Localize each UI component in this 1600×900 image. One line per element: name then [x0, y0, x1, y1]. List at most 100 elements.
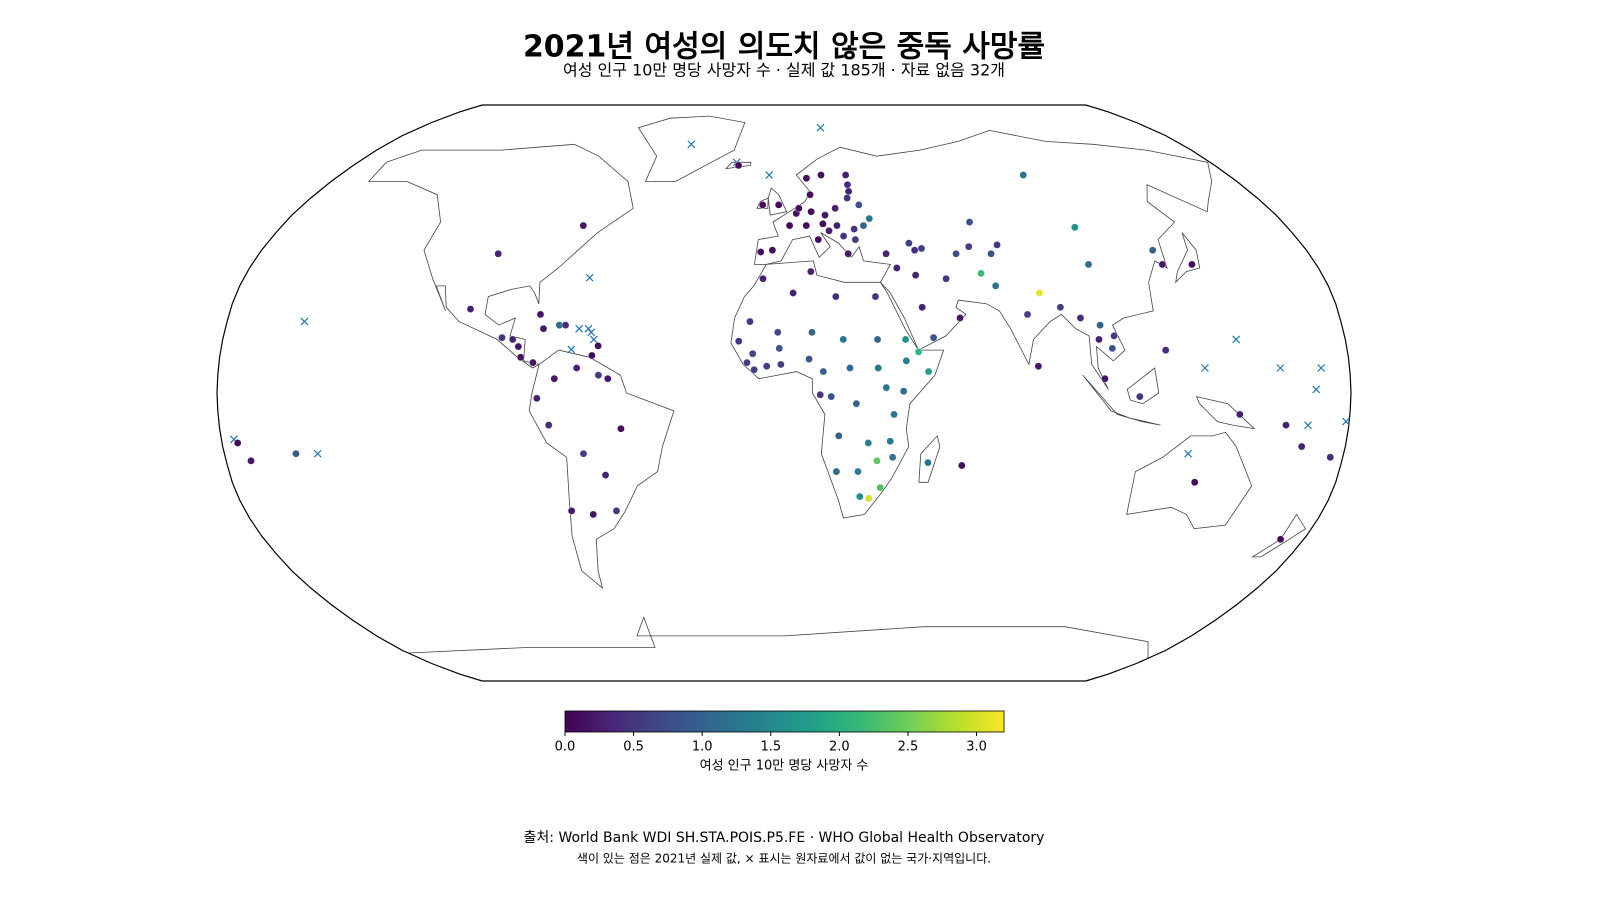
data-point	[918, 303, 926, 312]
data-point	[882, 249, 890, 258]
colorbar-tick-label: 1.0	[692, 740, 713, 755]
data-point	[516, 353, 525, 362]
coastline	[408, 616, 1149, 659]
data-point	[1188, 260, 1196, 269]
data-point	[882, 383, 891, 392]
missing-marker	[567, 345, 576, 354]
coastline	[918, 435, 941, 483]
data-point	[579, 449, 588, 458]
data-point	[1282, 421, 1290, 429]
data-point	[466, 305, 475, 313]
data-point	[734, 161, 743, 170]
data-point	[807, 267, 815, 276]
data-point	[850, 225, 858, 233]
data-point	[839, 335, 848, 344]
data-point	[498, 333, 506, 342]
data-point	[802, 221, 811, 230]
data-point	[1071, 223, 1079, 232]
data-point	[843, 180, 852, 189]
data-point	[1190, 478, 1199, 487]
missing-marker	[1276, 364, 1285, 372]
data-point	[759, 274, 767, 283]
data-point	[617, 424, 625, 433]
data-point	[905, 239, 913, 247]
data-point	[1108, 344, 1117, 353]
data-point	[924, 367, 933, 376]
data-point	[561, 321, 570, 329]
data-point	[816, 390, 825, 399]
data-point	[1096, 321, 1104, 329]
data-point	[814, 235, 823, 244]
data-point	[910, 246, 919, 255]
data-point	[888, 453, 897, 462]
data-point	[594, 371, 603, 379]
data-point	[911, 271, 920, 279]
data-point	[1095, 335, 1103, 344]
coastline	[528, 349, 675, 589]
data-point	[774, 201, 783, 209]
data-point	[839, 232, 848, 240]
data-point	[494, 249, 502, 258]
source: 출처: World Bank WDI SH.STA.POIS.P5.FE · W…	[524, 830, 1045, 846]
data-point	[802, 174, 811, 183]
data-point	[825, 227, 833, 235]
data-point	[808, 328, 816, 337]
data-point	[958, 461, 966, 470]
data-point	[917, 244, 926, 253]
data-point	[589, 510, 598, 519]
missing-marker	[1184, 449, 1193, 458]
data-point	[864, 439, 873, 447]
data-point	[833, 221, 841, 230]
data-point	[843, 194, 851, 202]
data-point	[734, 337, 743, 346]
data-point	[854, 467, 862, 476]
data-point	[859, 221, 868, 230]
missing-marker	[1317, 364, 1326, 372]
data-point	[795, 204, 803, 213]
data-point	[612, 507, 621, 515]
coastline	[1082, 374, 1161, 426]
data-point	[1326, 453, 1335, 462]
colorbar-tick-label: 3.0	[966, 740, 987, 755]
data-point	[902, 357, 911, 365]
data-point	[539, 324, 548, 333]
coastline	[753, 129, 1213, 390]
data-point	[579, 221, 588, 230]
data-point	[1034, 362, 1043, 371]
data-point	[831, 204, 839, 213]
data-point	[1136, 392, 1144, 401]
data-point	[572, 364, 581, 372]
coastline	[1126, 431, 1253, 530]
data-point	[956, 314, 964, 322]
data-point	[529, 358, 537, 367]
note: 색이 있는 점은 2021년 실제 값, × 표시는 원자료에서 값이 없는 국…	[577, 852, 991, 866]
coastline	[1126, 367, 1160, 405]
data-point	[292, 449, 300, 458]
data-point	[768, 246, 777, 255]
data-point	[746, 317, 754, 326]
data-point	[514, 342, 523, 351]
missing-marker	[1304, 421, 1312, 430]
data-point	[855, 201, 863, 209]
missing-marker	[1312, 385, 1321, 394]
data-point	[871, 292, 880, 301]
data-point	[1076, 314, 1085, 322]
data-point	[508, 335, 517, 344]
missing-marker	[765, 171, 774, 179]
data-point	[844, 187, 853, 196]
data-point	[1297, 442, 1306, 451]
data-point	[544, 421, 553, 429]
coastline	[1175, 232, 1201, 284]
data-point	[603, 374, 612, 383]
data-point	[929, 333, 938, 342]
data-point	[1276, 535, 1285, 544]
colorbar-label: 여성 인구 10만 명당 사망자 수	[700, 759, 869, 774]
data-point	[1236, 410, 1244, 419]
data-point	[899, 387, 908, 396]
data-point	[993, 241, 1001, 249]
data-point	[827, 392, 836, 401]
data-point	[924, 458, 932, 467]
data-point	[817, 171, 825, 179]
markers	[230, 123, 1350, 544]
